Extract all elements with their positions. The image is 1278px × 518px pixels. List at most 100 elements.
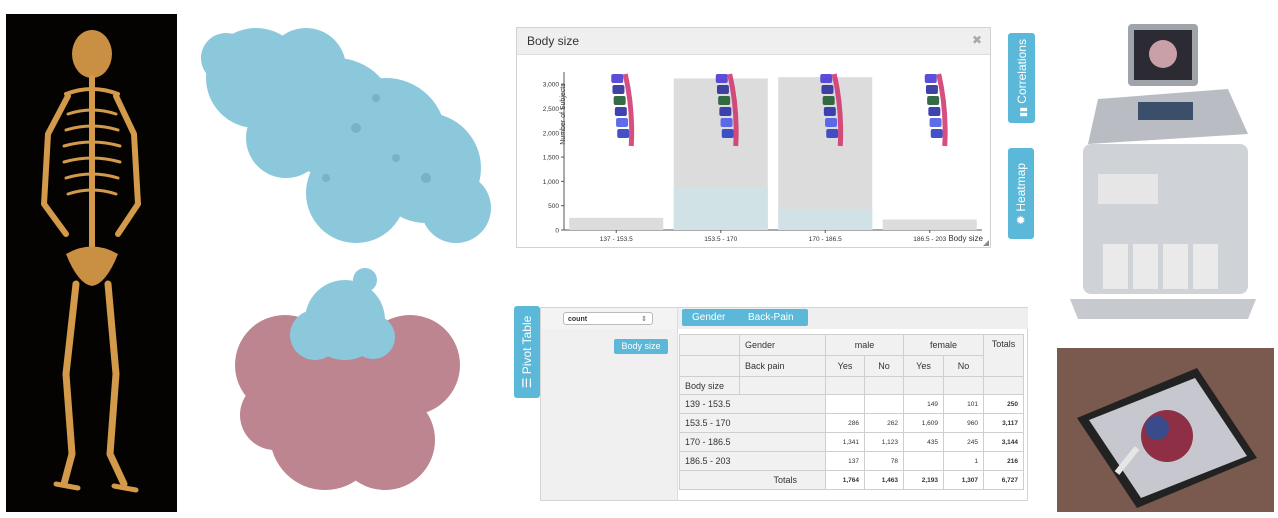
- column-fields-zone[interactable]: Gender Back-Pain: [677, 308, 1028, 329]
- list-icon: ☰: [520, 377, 534, 389]
- totals-row-label: Totals: [679, 470, 826, 490]
- table-cell: 149: [903, 394, 944, 414]
- x-tick-label: 186.5 - 203: [913, 236, 946, 243]
- close-icon[interactable]: ✖: [971, 33, 982, 47]
- spine-icon: [716, 85, 729, 94]
- spine-icon: [822, 96, 835, 105]
- row-total: 3,144: [983, 432, 1024, 452]
- resize-grip-icon[interactable]: [983, 240, 989, 246]
- row-label: 139 - 153.5: [679, 394, 826, 414]
- grand-total: 6,727: [983, 470, 1024, 490]
- sun-icon: ✹: [1014, 214, 1028, 225]
- col-header-female: female: [903, 334, 984, 356]
- spine-icon: [715, 74, 728, 83]
- aggregator-value: count: [568, 316, 588, 323]
- ultrasound-machine-image: [1058, 14, 1268, 332]
- select-arrow-icon: ⇕: [641, 316, 647, 323]
- table-cell: 137: [825, 451, 865, 471]
- row-label: 170 - 186.5: [679, 432, 826, 452]
- col-header-male-yes: Yes: [825, 355, 865, 377]
- bar-highlight: [673, 187, 768, 230]
- spine-icon: [612, 85, 625, 94]
- table-cell: [825, 394, 865, 414]
- row-fields-zone[interactable]: Body size: [541, 329, 678, 500]
- spine-icon: [720, 118, 733, 127]
- y-tick-label: 3,000: [543, 82, 560, 89]
- spine-icon: [826, 129, 839, 138]
- body-size-bar-chart: Number of Subjects Body size 05001,0001,…: [543, 72, 984, 243]
- table-cell: 101: [943, 394, 984, 414]
- bar-highlight: [778, 209, 873, 230]
- column-field-chips: Gender Back-Pain: [682, 309, 808, 326]
- x-tick-label: 137 - 153.5: [600, 236, 633, 243]
- col-header-back-pain: Back pain: [739, 355, 826, 377]
- table-cell: 78: [864, 451, 904, 471]
- bar: [569, 217, 664, 230]
- x-tick-label: 153.5 - 170: [704, 236, 737, 243]
- row-total: 216: [983, 451, 1024, 471]
- column-total: 1,307: [943, 470, 984, 490]
- pivot-table-panel: count ⇕ Gender Back-Pain Body size Gende…: [540, 307, 1028, 501]
- y-tick-label: 2,000: [543, 130, 560, 137]
- table-cell: 286: [825, 413, 865, 433]
- spine-icon: [936, 73, 948, 147]
- table-cell: 960: [943, 413, 984, 433]
- spine-icon: [614, 107, 627, 116]
- tab-pivot-table[interactable]: ☰ Pivot Table: [514, 306, 540, 398]
- col-header-gender: Gender: [739, 334, 826, 356]
- field-chip-back-pain[interactable]: Back-Pain: [748, 312, 794, 323]
- spine-icon: [927, 96, 940, 105]
- tab-heatmap[interactable]: ✹ Heatmap: [1008, 148, 1034, 239]
- tab-correlations[interactable]: ▮▮ Correlations: [1008, 33, 1035, 123]
- tablet-icon: [1057, 348, 1274, 512]
- y-tick-label: 2,500: [543, 106, 560, 113]
- table-cell: 1: [943, 451, 984, 471]
- protein-icon: [201, 28, 491, 243]
- body-size-chart-window: Body size ✖ Number of Subjects Body size…: [516, 27, 991, 248]
- table-row: 170 - 186.5 1,341 1,123 435 245 3,144: [679, 432, 1024, 452]
- pivot-grid: Gender male female Totals Back pain Yes …: [679, 334, 1024, 490]
- col-header-female-no: No: [943, 355, 984, 377]
- spine-icon: [617, 129, 630, 138]
- row-total: 250: [983, 394, 1024, 414]
- chart-title: Body size: [527, 34, 580, 48]
- table-cell: 1,609: [903, 413, 944, 433]
- y-tick-label: 0: [555, 228, 559, 235]
- spine-icon: [719, 107, 732, 116]
- col-header-male: male: [825, 334, 904, 356]
- row-label: 153.5 - 170: [679, 413, 826, 433]
- col-header-totals: Totals: [983, 334, 1024, 377]
- aggregator-select[interactable]: count ⇕: [563, 312, 653, 325]
- spine-icon: [823, 107, 836, 116]
- row-label: 186.5 - 203: [679, 451, 826, 471]
- table-cell: 262: [864, 413, 904, 433]
- spine-icon: [820, 74, 833, 83]
- spine-icon: [611, 74, 624, 83]
- skeleton-image: [6, 14, 177, 512]
- field-chip-gender[interactable]: Gender: [692, 312, 726, 323]
- table-cell: 1,341: [825, 432, 865, 452]
- field-chip-body-size[interactable]: Body size: [614, 339, 668, 354]
- column-total: 1,463: [864, 470, 904, 490]
- totals-row: Totals 1,764 1,463 2,193 1,307 6,727: [679, 470, 1024, 490]
- spine-icon: [622, 73, 635, 147]
- spine-icon: [727, 73, 739, 147]
- spine-icon: [616, 118, 629, 127]
- spine-icon: [928, 107, 941, 116]
- column-total: 2,193: [903, 470, 944, 490]
- spine-icon: [718, 96, 731, 105]
- spine-icon: [925, 85, 938, 94]
- x-axis-label: Body size: [948, 234, 983, 243]
- skeleton-icon: [41, 30, 141, 493]
- bar: [882, 219, 977, 230]
- table-row: 153.5 - 170 286 262 1,609 960 3,117: [679, 413, 1024, 433]
- table-row: 186.5 - 203 137 78 1 216: [679, 451, 1024, 471]
- row-header-body-size: Body size: [679, 376, 740, 395]
- table-cell: 1,123: [864, 432, 904, 452]
- ultrasound-machine-icon: [1070, 24, 1256, 319]
- y-tick-label: 1,500: [543, 155, 560, 162]
- spine-icon: [825, 118, 838, 127]
- row-total: 3,117: [983, 413, 1024, 433]
- table-row: 139 - 153.5 149 101 250: [679, 394, 1024, 414]
- aggregator-zone: count ⇕: [541, 308, 677, 329]
